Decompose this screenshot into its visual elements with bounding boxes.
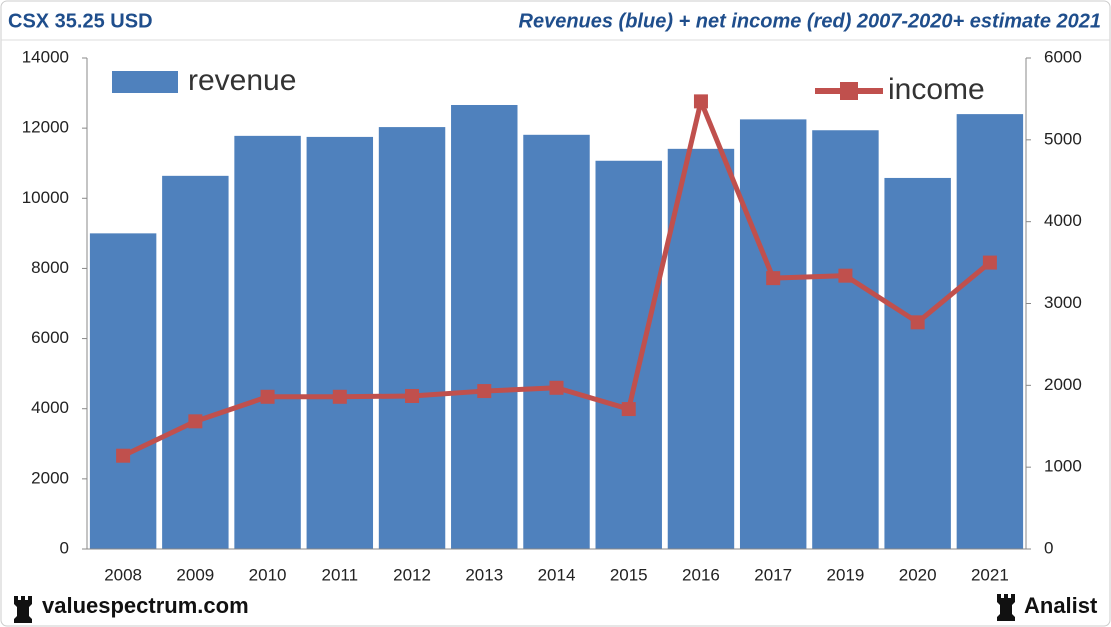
legend-label: revenue bbox=[188, 64, 296, 97]
line-marker bbox=[332, 389, 347, 404]
legend-swatch bbox=[112, 71, 178, 93]
bar bbox=[956, 114, 1024, 549]
bar bbox=[812, 130, 879, 550]
x-tick-label: 2016 bbox=[682, 565, 720, 584]
chart-title: Revenues (blue) + net income (red) 2007-… bbox=[519, 10, 1102, 32]
x-tick-label: 2009 bbox=[176, 565, 214, 584]
rook-icon bbox=[997, 594, 1015, 621]
y2-tick-label: 1000 bbox=[1044, 457, 1082, 476]
line-marker bbox=[693, 94, 708, 109]
bar bbox=[306, 136, 374, 550]
y2-tick-label: 0 bbox=[1044, 538, 1053, 557]
legend-swatch bbox=[840, 82, 858, 100]
y-tick-label: 8000 bbox=[31, 258, 69, 277]
line-marker bbox=[621, 402, 636, 417]
x-tick-label: 2010 bbox=[249, 565, 287, 584]
y2-tick-label: 6000 bbox=[1044, 47, 1082, 66]
y-tick-label: 6000 bbox=[31, 328, 69, 347]
legend-label: income bbox=[888, 73, 985, 106]
brand-name: Analist bbox=[1024, 593, 1098, 618]
bar bbox=[451, 104, 518, 549]
line-marker bbox=[838, 268, 853, 283]
line-marker bbox=[116, 448, 131, 463]
y-tick-label: 14000 bbox=[22, 47, 69, 66]
rook-icon bbox=[14, 596, 32, 623]
x-tick-label: 2017 bbox=[754, 565, 792, 584]
bar bbox=[89, 233, 157, 549]
x-tick-label: 2008 bbox=[104, 565, 142, 584]
line-marker bbox=[982, 255, 997, 270]
x-tick-label: 2015 bbox=[610, 565, 648, 584]
y-tick-label: 10000 bbox=[22, 188, 69, 207]
line-marker bbox=[260, 389, 275, 404]
line-marker bbox=[405, 388, 420, 403]
x-tick-label: 2013 bbox=[465, 565, 503, 584]
x-tick-label: 2012 bbox=[393, 565, 431, 584]
line-marker bbox=[477, 384, 492, 399]
y-tick-label: 12000 bbox=[22, 118, 69, 137]
y-tick-label: 2000 bbox=[31, 468, 69, 487]
y-tick-label: 4000 bbox=[31, 398, 69, 417]
bar bbox=[523, 134, 590, 549]
bar bbox=[234, 135, 301, 549]
y2-tick-label: 4000 bbox=[1044, 211, 1082, 230]
bar bbox=[378, 127, 446, 550]
bar bbox=[884, 177, 951, 550]
line-marker bbox=[910, 315, 925, 330]
line-marker bbox=[766, 271, 781, 286]
bar bbox=[667, 148, 735, 549]
x-tick-label: 2020 bbox=[899, 565, 937, 584]
line-marker bbox=[188, 414, 203, 429]
ticker: CSX 35.25 USD bbox=[8, 10, 153, 32]
y-tick-label: 0 bbox=[60, 538, 69, 557]
x-tick-label: 2019 bbox=[827, 565, 865, 584]
y2-tick-label: 3000 bbox=[1044, 293, 1082, 312]
x-tick-label: 2011 bbox=[322, 565, 359, 584]
bar bbox=[595, 160, 662, 550]
bar bbox=[162, 175, 229, 549]
site-name: valuespectrum.com bbox=[42, 593, 249, 618]
y2-tick-label: 2000 bbox=[1044, 375, 1082, 394]
x-tick-label: 2021 bbox=[971, 565, 1009, 584]
x-tick-label: 2014 bbox=[538, 565, 576, 584]
y2-tick-label: 5000 bbox=[1044, 129, 1082, 148]
bar bbox=[739, 119, 807, 549]
line-marker bbox=[549, 380, 564, 395]
